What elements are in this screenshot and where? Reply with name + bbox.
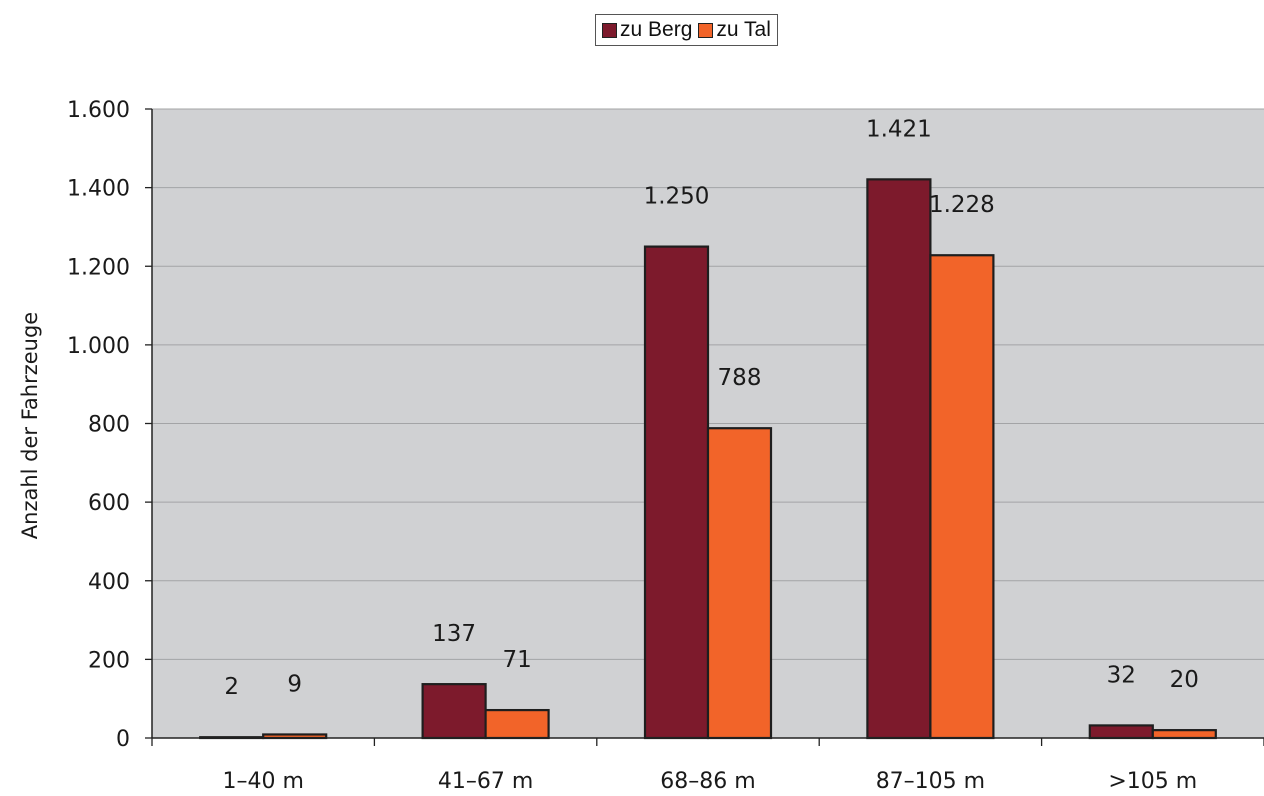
legend-item-zu-berg: zu Berg (602, 18, 692, 42)
legend-label-zu-tal: zu Tal (716, 18, 771, 41)
legend-swatch-zu-tal (698, 22, 714, 38)
data-label: 788 (718, 365, 762, 391)
data-label: 2 (224, 674, 239, 700)
legend-item-zu-tal: zu Tal (698, 18, 771, 42)
bar-zu-berg (421, 683, 487, 740)
legend-label-zu-berg: zu Berg (620, 18, 693, 41)
data-label: 137 (432, 621, 476, 647)
data-labels: 2 137 1.250 1.421 32 9 71 788 1.228 20 (224, 116, 1199, 700)
y-tick-label: 600 (88, 491, 130, 516)
bar-zu-tal (484, 708, 550, 740)
axes: 0 200 400 600 800 1.000 1.200 1.400 1.600 1–40 m 4… (67, 98, 1264, 794)
bars (199, 178, 1217, 740)
data-label: 20 (1170, 667, 1199, 693)
x-tick-label: 1–40 m (222, 769, 303, 794)
data-label: 32 (1107, 662, 1136, 688)
legend-swatch-zu-berg (602, 22, 617, 38)
data-label: 1.228 (929, 192, 995, 218)
bar-zu-tal (706, 427, 773, 740)
y-axis-title: Anzahl der Fahrzeuge (18, 312, 42, 539)
x-tick-label: 41–67 m (438, 769, 533, 794)
y-tick-label: 800 (88, 413, 130, 438)
y-tick-label: 200 (88, 648, 130, 673)
y-tick-label: 400 (88, 570, 130, 595)
data-label: 1.421 (866, 116, 932, 142)
data-label: 71 (502, 647, 531, 673)
data-label: 1.250 (644, 184, 710, 210)
x-tick-label: 87–105 m (876, 769, 985, 794)
bar-zu-berg (643, 245, 710, 740)
legend: zu Berg zu Tal (595, 14, 778, 46)
y-tick-label: 1.600 (67, 98, 130, 123)
y-tick-label: 1.000 (67, 334, 130, 359)
bar-zu-berg (1088, 724, 1154, 740)
y-tick-label: 0 (116, 727, 130, 752)
x-tick-label: 68–86 m (660, 769, 755, 794)
bar-zu-tal (929, 254, 995, 740)
bar-zu-berg (866, 178, 932, 740)
bar-zu-tal (1151, 729, 1217, 740)
y-tick-label: 1.400 (67, 177, 130, 202)
data-label: 9 (287, 671, 302, 697)
y-tick-label: 1.200 (67, 255, 130, 280)
x-tick-label: >105 m (1108, 769, 1197, 794)
